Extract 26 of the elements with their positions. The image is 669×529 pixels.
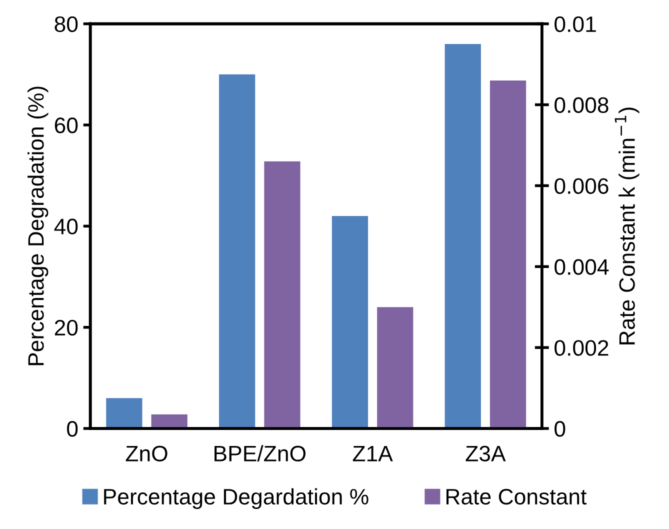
y2-tick-label: 0.002 — [554, 340, 608, 356]
y-tick-label: 20 — [54, 320, 78, 336]
x-tick-label: Z1A — [352, 446, 393, 462]
y-tick-label: 40 — [54, 218, 78, 234]
bar — [332, 216, 368, 428]
bar — [264, 161, 300, 428]
x-tick-label: ZnO — [126, 446, 168, 462]
y-axis-title: Percentage Degradation (%) — [28, 86, 48, 366]
x-tick-label: Z3A — [466, 446, 506, 462]
y2-tick-label: 0.01 — [554, 16, 596, 32]
legend-label: Rate Constant — [446, 488, 587, 505]
y2-tick-label: 0.006 — [554, 178, 608, 194]
bar — [377, 307, 414, 428]
y-tick-label: 0 — [67, 421, 78, 437]
y2-tick-label: 0.008 — [554, 97, 608, 114]
bar — [490, 80, 526, 428]
y2-tick-label: 0 — [554, 421, 566, 437]
y-tick-label: 60 — [54, 118, 78, 134]
bar — [106, 398, 142, 428]
bar — [444, 44, 481, 428]
y2-tick-label: 0.004 — [554, 259, 609, 275]
legend-label: Percentage Degardation % — [104, 488, 368, 509]
x-tick-label: BPE/ZnO — [214, 445, 306, 462]
y-tick-label: 80 — [54, 16, 78, 32]
y2-axis-title: Rate Constant k (min$^{−1}$) — [614, 108, 640, 344]
bar — [219, 74, 256, 428]
